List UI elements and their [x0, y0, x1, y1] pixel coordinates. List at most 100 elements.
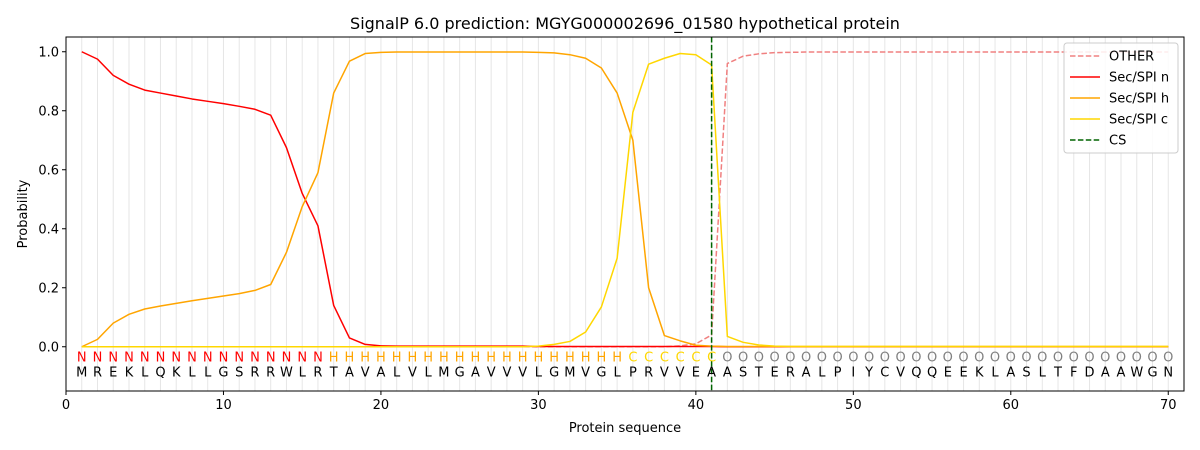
- y-tick-label: 0.6: [38, 163, 59, 178]
- region-label: N: [203, 351, 213, 366]
- sequence-residue: V: [361, 365, 370, 380]
- legend-box: [1063, 42, 1179, 154]
- sequence-residue: R: [93, 365, 102, 380]
- sequence-residue: A: [376, 365, 385, 380]
- sequence-residue: L: [141, 365, 149, 380]
- region-label: H: [360, 351, 370, 366]
- region-label: C: [707, 351, 716, 366]
- region-label: O: [1053, 351, 1063, 366]
- grid-layer: [81, 37, 1169, 391]
- sequence-residue: T: [329, 365, 338, 380]
- series-line-sec-spi-c: [81, 52, 1169, 348]
- region-label: H: [486, 351, 496, 366]
- sequence-residue: G: [218, 365, 228, 380]
- region-label: N: [108, 351, 118, 366]
- region-label: N: [140, 351, 150, 366]
- sequence-residue: W: [280, 365, 293, 380]
- region-label: N: [156, 351, 166, 366]
- region-label: H: [329, 351, 339, 366]
- sequence-residue: K: [125, 365, 134, 380]
- sequence-residue: V: [676, 365, 685, 380]
- sequence-residue: L: [991, 365, 999, 380]
- y-axis-label: Probability: [16, 179, 31, 248]
- sequence-residue: A: [345, 365, 354, 380]
- sequence-residue: V: [581, 365, 590, 380]
- x-tick-label: 0: [62, 398, 70, 413]
- sequence-residue: V: [660, 365, 669, 380]
- x-tick-label: 60: [1003, 398, 1020, 413]
- y-tick-label: 0.0: [38, 340, 59, 355]
- legend: OTHER Sec/SPI n Sec/SPI h Sec/SPI c CS: [1063, 42, 1179, 154]
- sequence-residue: M: [438, 365, 449, 380]
- y-tick-label: 1.0: [38, 45, 59, 60]
- sequence-residue: F: [1070, 365, 1077, 380]
- region-label: N: [282, 351, 292, 366]
- sequence-residue: N: [1163, 365, 1173, 380]
- x-tick-label: 50: [845, 398, 862, 413]
- region-label: O: [1100, 351, 1110, 366]
- sequence-residue: R: [250, 365, 259, 380]
- region-label: N: [250, 351, 260, 366]
- region-label: H: [518, 351, 528, 366]
- sequence-residue: S: [739, 365, 747, 380]
- region-label: N: [219, 351, 229, 366]
- region-label: O: [943, 351, 953, 366]
- region-label: N: [297, 351, 307, 366]
- region-label: H: [565, 351, 575, 366]
- sequence-residue: A: [471, 365, 480, 380]
- region-label: O: [880, 351, 890, 366]
- sequence-residue: G: [1147, 365, 1157, 380]
- sequence-residue: A: [1101, 365, 1110, 380]
- sequence-residue: Q: [911, 365, 921, 380]
- region-label: H: [439, 351, 449, 366]
- region-label: O: [864, 351, 874, 366]
- sequence-residue: T: [1053, 365, 1062, 380]
- tick-layer: 0 10 20 30 40 50 60 70 0.0 0.2 0.4 0.6 0.8 1.0: [38, 45, 1176, 413]
- region-label: N: [171, 351, 181, 366]
- legend-label: CS: [1109, 134, 1126, 149]
- series-line-other: [81, 51, 1169, 348]
- sequence-residue: Q: [155, 365, 165, 380]
- sequence-residue: V: [487, 365, 496, 380]
- sequence-residue: P: [834, 365, 842, 380]
- region-label: O: [895, 351, 905, 366]
- region-label: O: [769, 351, 779, 366]
- y-tick-label: 0.2: [38, 281, 59, 296]
- region-label: O: [927, 351, 937, 366]
- region-label: H: [376, 351, 386, 366]
- sequence-residue: L: [299, 365, 307, 380]
- sequence-residue: V: [502, 365, 511, 380]
- sequence-residue: L: [393, 365, 401, 380]
- region-label: C: [644, 351, 653, 366]
- sequence-residue: V: [896, 365, 905, 380]
- sequence-residue: K: [975, 365, 984, 380]
- region-label: C: [660, 351, 669, 366]
- legend-label: Sec/SPI n: [1109, 71, 1169, 86]
- x-tick-label: 10: [215, 398, 232, 413]
- region-label: H: [345, 351, 355, 366]
- sequence-residue: G: [455, 365, 465, 380]
- y-tick-label: 0.8: [38, 104, 59, 119]
- region-label: O: [1163, 351, 1173, 366]
- region-label: O: [1069, 351, 1079, 366]
- region-label: O: [832, 351, 842, 366]
- region-label: O: [1147, 351, 1157, 366]
- sequence-residue: S: [235, 365, 243, 380]
- sequence-residue: L: [188, 365, 196, 380]
- sequence-residue: L: [614, 365, 622, 380]
- region-label: O: [958, 351, 968, 366]
- region-label: O: [1037, 351, 1047, 366]
- x-tick-label: 30: [530, 398, 547, 413]
- region-label: N: [266, 351, 276, 366]
- sequence-residue: V: [408, 365, 417, 380]
- sequence-residue: R: [313, 365, 322, 380]
- sequence-residue: C: [880, 365, 889, 380]
- region-label: H: [408, 351, 418, 366]
- sequence-residue: R: [266, 365, 275, 380]
- sequence-residue: V: [518, 365, 527, 380]
- sequence-residue: K: [172, 365, 181, 380]
- sequence-residue: E: [770, 365, 778, 380]
